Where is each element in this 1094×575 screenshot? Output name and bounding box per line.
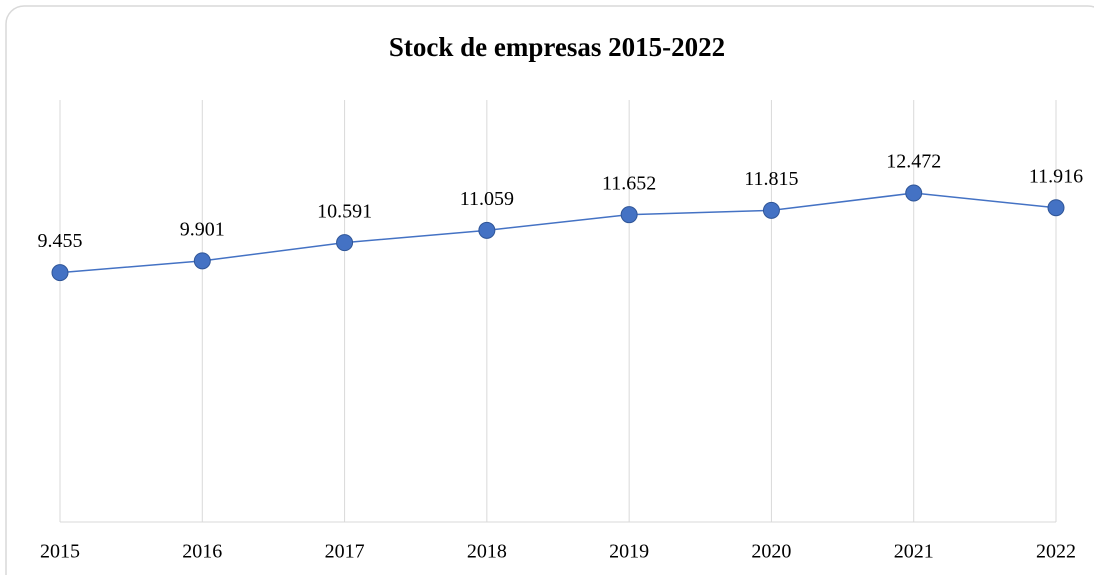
x-tick-label: 2018 bbox=[467, 541, 507, 563]
data-point bbox=[1047, 199, 1065, 217]
data-point bbox=[478, 221, 496, 239]
data-line bbox=[59, 192, 1057, 274]
data-label: 9.455 bbox=[38, 230, 83, 252]
data-point bbox=[193, 252, 211, 270]
x-tick-label: 2020 bbox=[751, 541, 791, 563]
data-point bbox=[620, 206, 638, 224]
x-tick-label: 2016 bbox=[182, 541, 222, 563]
data-point bbox=[336, 234, 354, 252]
data-label: 11.916 bbox=[1029, 165, 1083, 187]
chart-title: Stock de empresas 2015-2022 bbox=[389, 32, 725, 62]
data-point bbox=[762, 201, 780, 219]
data-label: 11.059 bbox=[460, 188, 514, 210]
x-tick-label: 2021 bbox=[894, 541, 934, 563]
data-point bbox=[905, 184, 923, 202]
x-tick-label: 2022 bbox=[1036, 541, 1076, 563]
data-label: 9.901 bbox=[180, 218, 225, 240]
x-tick-label: 2015 bbox=[40, 541, 80, 563]
data-point bbox=[51, 264, 69, 282]
data-label: 11.652 bbox=[602, 172, 656, 194]
data-label: 12.472 bbox=[886, 151, 941, 173]
data-label: 11.815 bbox=[744, 168, 798, 190]
chart-frame bbox=[5, 5, 1094, 575]
data-label: 10.591 bbox=[317, 200, 372, 222]
x-tick-label: 2019 bbox=[609, 541, 649, 563]
x-tick-label: 2017 bbox=[325, 541, 365, 563]
